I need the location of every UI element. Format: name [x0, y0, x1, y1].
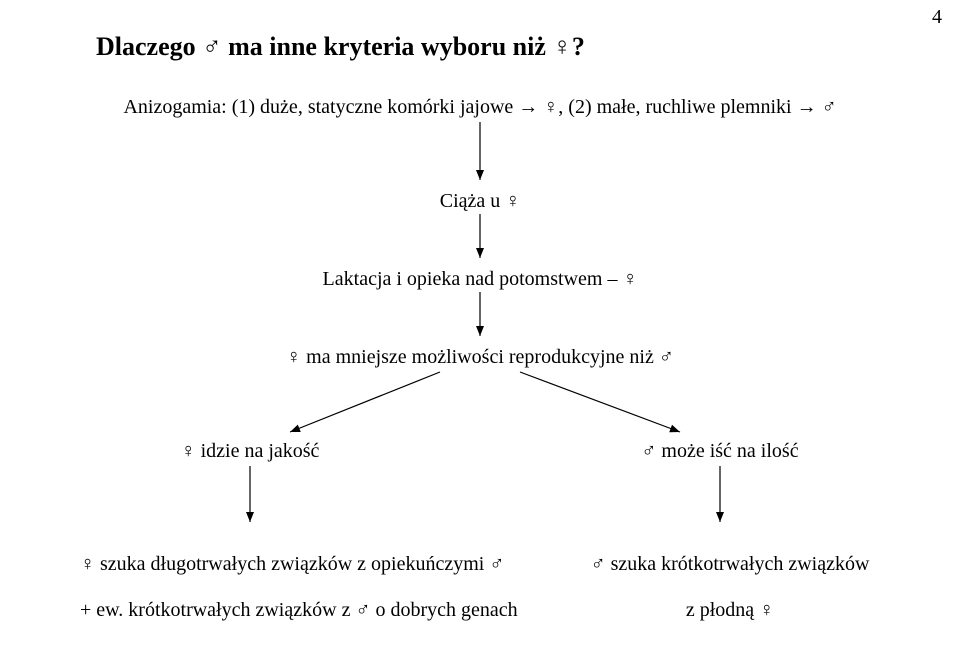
node-szuka-dlugo-line2: + ew. krótkotrwałych związków z ♂ o dobr…	[80, 599, 518, 621]
node-szuka-krotko-line2: z płodną ♀	[686, 599, 774, 621]
node-szuka-krotko: ♂ szuka krótkotrwałych związków z płodną…	[571, 530, 870, 645]
arrows-layer	[0, 0, 960, 590]
page-title: Dlaczego ♂ ma inne kryteria wyboru niż ♀…	[96, 32, 585, 62]
node-laktacja: Laktacja i opieka nad potomstwem – ♀	[323, 268, 638, 291]
node-moze-ilosc: ♂ może iść na ilość	[641, 440, 798, 463]
node-ciaza: Ciąża u ♀	[440, 190, 521, 213]
page-number: 4	[932, 6, 942, 29]
node-szuka-dlugo: ♀ szuka długotrwałych związków z opiekuń…	[60, 530, 518, 645]
node-idzie-jakosc: ♀ idzie na jakość	[181, 440, 320, 463]
node-anizogamia: Anizogamia: (1) duże, statyczne komórki …	[123, 96, 836, 119]
node-szuka-dlugo-line1: ♀ szuka długotrwałych związków z opiekuń…	[80, 553, 504, 575]
page: 4 Dlaczego ♂ ma inne kryteria wyboru niż…	[0, 0, 960, 590]
node-szuka-krotko-line1: ♂ szuka krótkotrwałych związków	[591, 553, 870, 575]
node-mniejsze: ♀ ma mniejsze możliwości reprodukcyjne n…	[286, 346, 674, 369]
